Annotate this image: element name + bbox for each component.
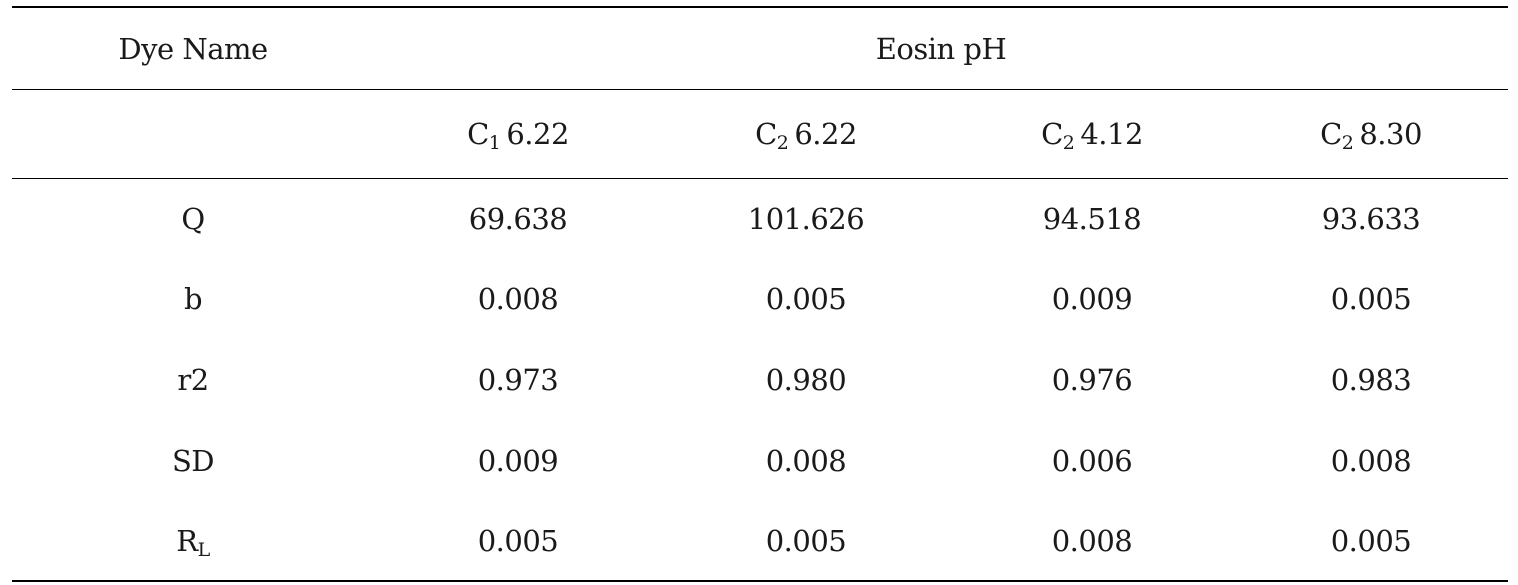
- table-cell: 69.638: [468, 202, 568, 236]
- row-label: r2: [177, 363, 209, 397]
- table-row: SD 0.009 0.008 0.006 0.008: [12, 421, 1508, 501]
- table-cell: 0.973: [477, 363, 559, 397]
- table-cell: 93.633: [1321, 202, 1421, 236]
- table-row: Q 69.638 101.626 94.518 93.633: [12, 179, 1508, 259]
- table-cell: 0.008: [1330, 444, 1412, 478]
- table-row: b 0.008 0.005 0.009 0.005: [12, 259, 1508, 339]
- row-label: RL: [176, 524, 210, 561]
- subheader-row: C1 6.22 C2 6.22 C2 4.12 C2 8.30: [12, 90, 1508, 178]
- table-cell: 0.005: [765, 282, 847, 316]
- subheader-rule: [12, 178, 1508, 179]
- table-cell: 94.518: [1042, 202, 1142, 236]
- table-cell: 0.008: [477, 282, 559, 316]
- table-cell: 0.005: [765, 524, 847, 558]
- table-cell: 0.005: [477, 524, 559, 558]
- table-row: RL 0.005 0.005 0.008 0.005: [12, 501, 1508, 581]
- bottom-rule: [12, 580, 1508, 582]
- subheader-col-2: C2 6.22: [755, 117, 857, 154]
- table-cell: 0.009: [477, 444, 559, 478]
- table-cell: 0.008: [1051, 524, 1133, 558]
- table-cell: 0.009: [1051, 282, 1133, 316]
- header-dye-name: Dye Name: [118, 31, 268, 66]
- table-cell: 101.626: [747, 202, 865, 236]
- row-label: Q: [181, 202, 205, 236]
- top-rule: [12, 6, 1508, 8]
- table-cell: 0.976: [1051, 363, 1133, 397]
- row-label: SD: [171, 444, 215, 478]
- table-cell: 0.980: [765, 363, 847, 397]
- table-cell: 0.008: [765, 444, 847, 478]
- table-cell: 0.005: [1330, 524, 1412, 558]
- row-label: b: [183, 282, 203, 316]
- header-rule: [12, 89, 1508, 90]
- data-table: Dye Name Eosin pH C1 6.22 C2 6.22 C2 4.12 C…: [12, 0, 1508, 585]
- table-cell: 0.005: [1330, 282, 1412, 316]
- subheader-col-4: C2 8.30: [1320, 117, 1422, 154]
- subheader-col-1: C1 6.22: [467, 117, 569, 154]
- table-cell: 0.983: [1330, 363, 1412, 397]
- subheader-col-3: C2 4.12: [1041, 117, 1143, 154]
- header-row: Dye Name Eosin pH: [12, 8, 1508, 89]
- table-cell: 0.006: [1051, 444, 1133, 478]
- table-row: r2 0.973 0.980 0.976 0.983: [12, 339, 1508, 421]
- header-eosin-ph: Eosin pH: [875, 31, 1007, 66]
